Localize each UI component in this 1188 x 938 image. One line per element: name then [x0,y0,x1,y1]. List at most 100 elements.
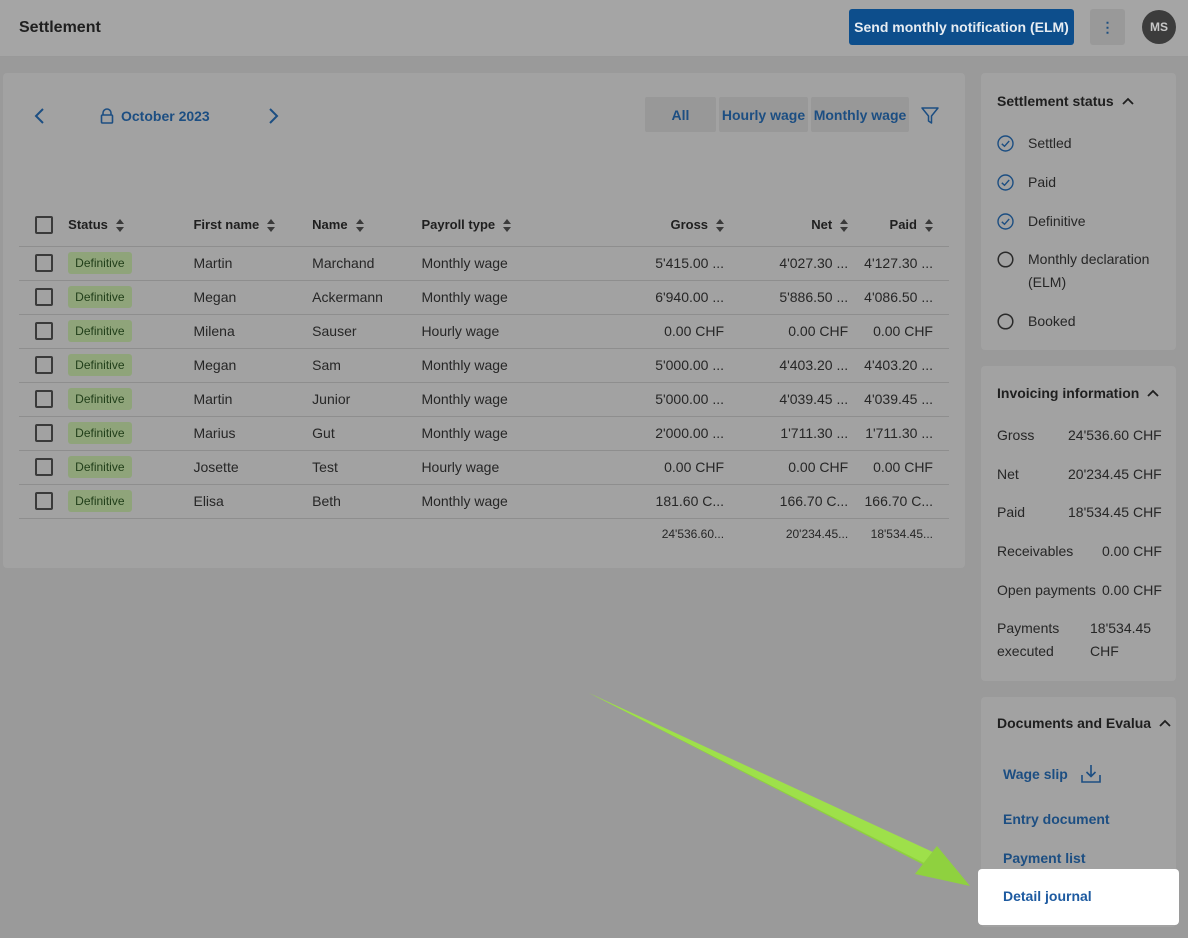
invoicing-value-gross: 24'536.60 CHF [1068,427,1162,443]
download-icon[interactable] [1080,764,1102,784]
row-checkbox[interactable] [35,424,53,443]
cell-net: 5'886.50 ... [740,280,865,315]
detail-journal-link[interactable]: Detail journal [1003,888,1092,904]
table-row[interactable]: Definitive Josette Test Hourly wage 0.00… [19,450,949,485]
settlement-status-panel: Settlement status Settled Paid Definitiv… [981,73,1176,350]
avatar[interactable]: MS [1142,10,1176,44]
sort-icon[interactable] [840,219,849,233]
sort-icon[interactable] [716,219,725,233]
table-row[interactable]: Definitive Megan Ackermann Monthly wage … [19,280,949,315]
chevron-up-icon[interactable] [1159,719,1171,727]
invoicing-label-receivables: Receivables [997,543,1074,559]
cell-name: Junior [312,382,422,417]
funnel-icon[interactable] [920,106,940,126]
status-badge: Definitive [68,354,132,376]
cell-net: 4'039.45 ... [740,382,865,417]
row-checkbox[interactable] [35,390,53,409]
top-bar: Settlement Send monthly notification (EL… [0,0,1188,57]
cell-name: Marchand [312,246,422,281]
table-row[interactable]: Definitive Martin Junior Monthly wage 5'… [19,382,949,417]
invoicing-label-net: Net [997,466,1019,482]
chevron-right-icon[interactable] [265,108,281,124]
column-header-name[interactable]: Name [312,204,422,247]
cell-gross: 5'000.00 ... [643,382,741,417]
cell-paid: 4'039.45 ... [864,382,949,417]
cell-first-name: Megan [193,280,313,315]
cell-name: Gut [312,416,422,451]
sort-icon[interactable] [115,219,124,233]
totals-row: 24'536.60... 20'234.45... 18'534.45... [19,518,949,550]
invoicing-panel: Invoicing information Gross 24'536.60 CH… [981,366,1176,681]
column-header-net[interactable]: Net [740,204,865,247]
column-header-first-name[interactable]: First name [193,204,313,247]
invoicing-value-paid: 18'534.45 CHF [1068,504,1162,520]
chevron-up-icon[interactable] [1122,97,1134,105]
entry-document-link[interactable]: Entry document [1003,811,1110,827]
cell-net: 166.70 C... [740,484,865,519]
column-header-paid[interactable]: Paid [864,204,949,247]
row-checkbox[interactable] [35,254,53,273]
filter-hourly-wage-button[interactable]: Hourly wage [719,97,808,132]
row-checkbox[interactable] [35,322,53,341]
check-circle-icon [997,213,1014,230]
wage-slip-link[interactable]: Wage slip [1003,764,1102,784]
row-checkbox[interactable] [35,458,53,477]
chevron-left-icon[interactable] [32,108,48,124]
annotation-arrow [589,693,970,886]
cell-paid: 166.70 C... [864,484,949,519]
settlement-status-header[interactable]: Settlement status [997,93,1134,109]
invoicing-header[interactable]: Invoicing information [997,385,1159,401]
column-header-status[interactable]: Status [68,204,194,247]
cell-payroll-type: Monthly wage [421,416,644,451]
check-circle-icon [997,174,1014,191]
panel-title: Invoicing information [997,385,1140,401]
filter-all-button[interactable]: All [645,97,716,132]
table-row[interactable]: Definitive Megan Sam Monthly wage 5'000.… [19,348,949,383]
select-all-checkbox[interactable] [35,215,53,234]
total-net: 20'234.45... [785,527,849,542]
cell-net: 0.00 CHF [740,314,865,349]
column-header-gross[interactable]: Gross [643,204,741,247]
empty-circle-icon [997,313,1014,330]
settlement-table: Status First name Name Payroll type Gros… [19,204,949,550]
documents-header[interactable]: Documents and Evalua [997,715,1171,731]
vertical-dots-icon: ⋮ [1100,18,1115,35]
panel-title: Documents and Evalua [997,715,1152,731]
table-header-row: Status First name Name Payroll type Gros… [19,204,949,247]
more-options-button[interactable]: ⋮ [1090,9,1125,45]
row-checkbox[interactable] [35,288,53,307]
sort-icon[interactable] [267,219,276,233]
empty-circle-icon [997,251,1014,268]
chevron-up-icon[interactable] [1147,389,1159,397]
send-monthly-notification-button[interactable]: Send monthly notification (ELM) [849,9,1074,45]
cell-gross: 0.00 CHF [643,450,741,485]
cell-gross: 0.00 CHF [643,314,741,349]
cell-net: 4'403.20 ... [740,348,865,383]
table-row[interactable]: Definitive Martin Marchand Monthly wage … [19,246,949,281]
check-circle-icon [997,135,1014,152]
sort-icon[interactable] [503,219,512,233]
sort-icon[interactable] [925,219,933,233]
cell-first-name: Marius [193,416,313,451]
sort-icon[interactable] [355,219,364,233]
cell-name: Ackermann [312,280,422,315]
table-row[interactable]: Definitive Marius Gut Monthly wage 2'000… [19,416,949,451]
payment-list-link[interactable]: Payment list [1003,850,1086,866]
cell-payroll-type: Monthly wage [421,348,644,383]
column-header-payroll-type[interactable]: Payroll type [421,204,644,247]
cell-first-name: Martin [193,382,313,417]
cell-gross: 5'415.00 ... [643,246,741,281]
invoicing-label-paid: Paid [997,504,1026,520]
row-checkbox[interactable] [35,356,53,375]
period-selector[interactable]: October 2023 [99,108,210,124]
panel-title: Settlement status [997,93,1114,109]
status-badge: Definitive [68,286,132,308]
cell-gross: 5'000.00 ... [643,348,741,383]
cell-payroll-type: Hourly wage [421,450,644,485]
table-row[interactable]: Definitive Milena Sauser Hourly wage 0.0… [19,314,949,349]
status-badge: Definitive [68,456,132,478]
cell-first-name: Martin [193,246,313,281]
table-row[interactable]: Definitive Elisa Beth Monthly wage 181.6… [19,484,949,519]
filter-monthly-wage-button[interactable]: Monthly wage [811,97,909,132]
row-checkbox[interactable] [35,492,53,511]
